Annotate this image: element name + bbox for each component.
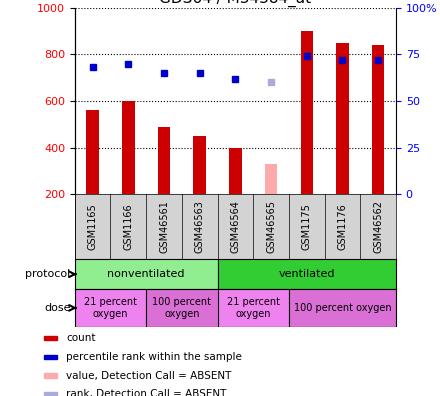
Text: nonventilated: nonventilated (107, 269, 185, 279)
Text: GSM1176: GSM1176 (337, 203, 348, 250)
Bar (229, 147, 242, 194)
Text: ventilated: ventilated (279, 269, 335, 279)
Text: value, Detection Call = ABSENT: value, Detection Call = ABSENT (66, 371, 231, 381)
Bar (146, 289, 217, 327)
Bar (301, 31, 313, 194)
Text: percentile rank within the sample: percentile rank within the sample (66, 352, 242, 362)
Text: protocol: protocol (25, 269, 70, 279)
Text: GSM1165: GSM1165 (88, 203, 98, 250)
Bar (75, 289, 146, 327)
Bar (336, 43, 349, 194)
Bar (86, 110, 99, 194)
Text: GSM1175: GSM1175 (302, 203, 312, 250)
Text: rank, Detection Call = ABSENT: rank, Detection Call = ABSENT (66, 389, 226, 396)
Text: GSM46564: GSM46564 (231, 200, 240, 253)
Text: count: count (66, 333, 95, 343)
Text: 100 percent
oxygen: 100 percent oxygen (152, 297, 211, 319)
Text: 100 percent oxygen: 100 percent oxygen (293, 303, 391, 313)
Text: dose: dose (44, 303, 70, 313)
Bar (158, 127, 170, 194)
Bar (44, 392, 57, 396)
Bar (194, 136, 206, 194)
Bar (122, 101, 135, 194)
Bar (44, 336, 57, 340)
Text: 21 percent
oxygen: 21 percent oxygen (227, 297, 280, 319)
Text: GSM46565: GSM46565 (266, 200, 276, 253)
Text: GSM46561: GSM46561 (159, 200, 169, 253)
Text: GSM1166: GSM1166 (123, 204, 133, 250)
Bar (44, 354, 57, 359)
Bar (372, 45, 385, 194)
Bar (265, 164, 277, 194)
Title: GDS64 / M34384_at: GDS64 / M34384_at (159, 0, 312, 7)
Bar (75, 259, 217, 289)
Bar (217, 289, 289, 327)
Text: 21 percent
oxygen: 21 percent oxygen (84, 297, 137, 319)
Bar (289, 289, 396, 327)
Text: GSM46563: GSM46563 (195, 200, 205, 253)
Bar (217, 259, 396, 289)
Bar (44, 373, 57, 378)
Text: GSM46562: GSM46562 (373, 200, 383, 253)
